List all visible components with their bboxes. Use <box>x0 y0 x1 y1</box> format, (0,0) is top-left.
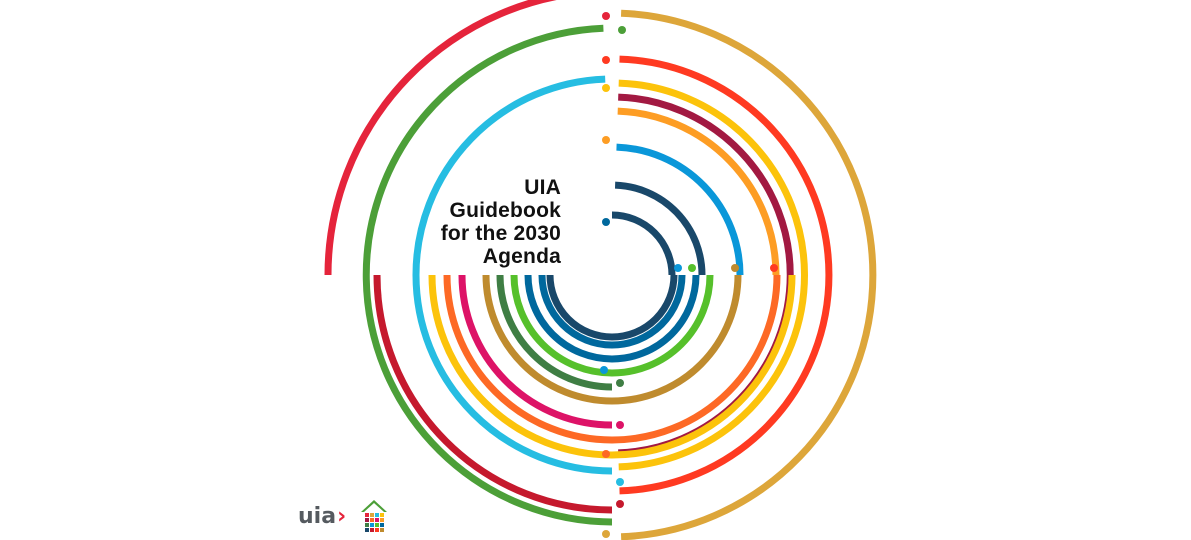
goal-16-arc <box>524 274 700 363</box>
goal-17-upper-arc <box>611 211 676 276</box>
industry-innovation-icon <box>602 450 610 458</box>
goal-9-arc <box>443 274 781 444</box>
goal-1-arc <box>324 0 558 276</box>
goal-11-arc <box>617 107 780 276</box>
goal-17-arc <box>614 181 706 276</box>
cover-title: UIA Guidebook for the 2030 Agenda <box>441 176 561 268</box>
life-below-water-bottom-icon <box>600 366 608 374</box>
uia-logo-chevron: › <box>337 504 347 529</box>
uia-logo-text: uia <box>298 504 337 529</box>
title-line-2: Guidebook <box>449 199 561 222</box>
goal-2-arc <box>620 9 877 540</box>
life-on-land-icon <box>688 264 696 272</box>
goal-4-arc <box>373 274 613 514</box>
title-line-1: UIA <box>524 176 561 199</box>
goal-6-lower-arc <box>412 274 613 475</box>
gender-equality-ring-icon <box>770 264 778 272</box>
clean-energy-icon <box>602 84 610 92</box>
responsible-consumption-icon <box>731 264 739 272</box>
life-below-water-icon <box>674 264 682 272</box>
zero-hunger-icon <box>602 530 610 538</box>
goal-12-arc <box>482 274 742 405</box>
quality-education-icon <box>616 500 624 508</box>
climate-action-icon <box>616 379 624 387</box>
goal-14-arc <box>616 143 744 276</box>
no-poverty-icon <box>602 12 610 20</box>
uia-logo: uia› <box>298 505 346 529</box>
goal-10-arc <box>458 274 613 429</box>
goal-7-lower-arc <box>428 274 796 459</box>
sdg-house-logo <box>361 500 387 532</box>
goal-3-arc <box>362 24 613 526</box>
good-health-icon <box>618 26 626 34</box>
gender-equality-icon <box>602 56 610 64</box>
sustainable-cities-icon <box>602 136 610 144</box>
peace-justice-icon <box>602 218 610 226</box>
title-line-3: for the 2030 <box>440 222 561 245</box>
goal-13-arc <box>496 274 613 391</box>
goal-17-lower-arc <box>546 274 678 341</box>
goal-16-inner-arc <box>538 274 686 349</box>
goal-6-arc <box>412 75 606 276</box>
clean-water-icon <box>616 478 624 486</box>
reduced-inequalities-icon <box>616 421 624 429</box>
goal-7-arc <box>618 79 809 471</box>
title-line-4: Agenda <box>482 245 561 268</box>
goal-15-arc <box>510 274 714 377</box>
goal-5-arc <box>619 55 833 495</box>
